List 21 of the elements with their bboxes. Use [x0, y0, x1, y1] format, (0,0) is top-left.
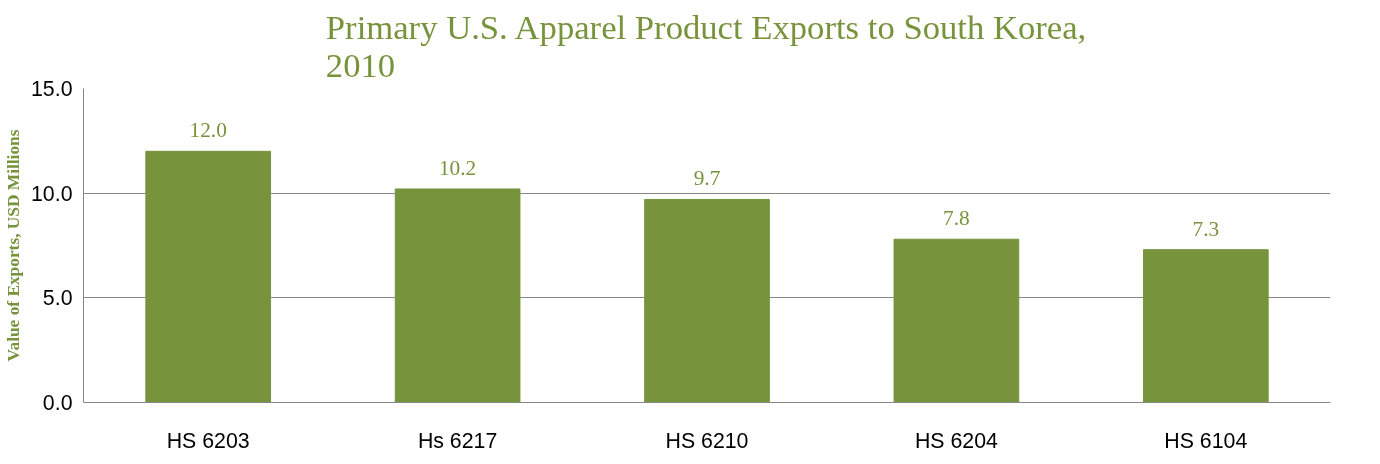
- data-label: 7.3: [1192, 216, 1220, 241]
- chart-title: Primary U.S. Apparel Product Exports to South Korea, 2010: [325, 7, 1087, 84]
- y-tick-label: 10.0: [30, 181, 73, 206]
- x-tick-label: Hs 6217: [417, 428, 498, 453]
- y-tick-label: 0.0: [42, 391, 73, 415]
- y-tick-label: 5.0: [42, 286, 73, 311]
- x-tick-label: HS 6203: [166, 428, 250, 453]
- data-label: 10.2: [438, 155, 477, 180]
- data-label: 9.7: [693, 166, 721, 191]
- bar: [1142, 249, 1269, 403]
- bar: [893, 238, 1020, 403]
- data-label: 7.8: [943, 206, 970, 231]
- x-tick-label: HS 6210: [665, 428, 749, 453]
- bar: [644, 198, 770, 403]
- y-tick-label: 15.0: [30, 77, 73, 101]
- x-tick-label: HS 6204: [914, 428, 999, 453]
- bar: [145, 150, 272, 403]
- bar: [394, 188, 521, 403]
- data-label: 12.0: [189, 118, 227, 143]
- y-axis-title: Value of Exports, USD Millions: [3, 129, 23, 362]
- x-tick-label: HS 6104: [1164, 428, 1248, 453]
